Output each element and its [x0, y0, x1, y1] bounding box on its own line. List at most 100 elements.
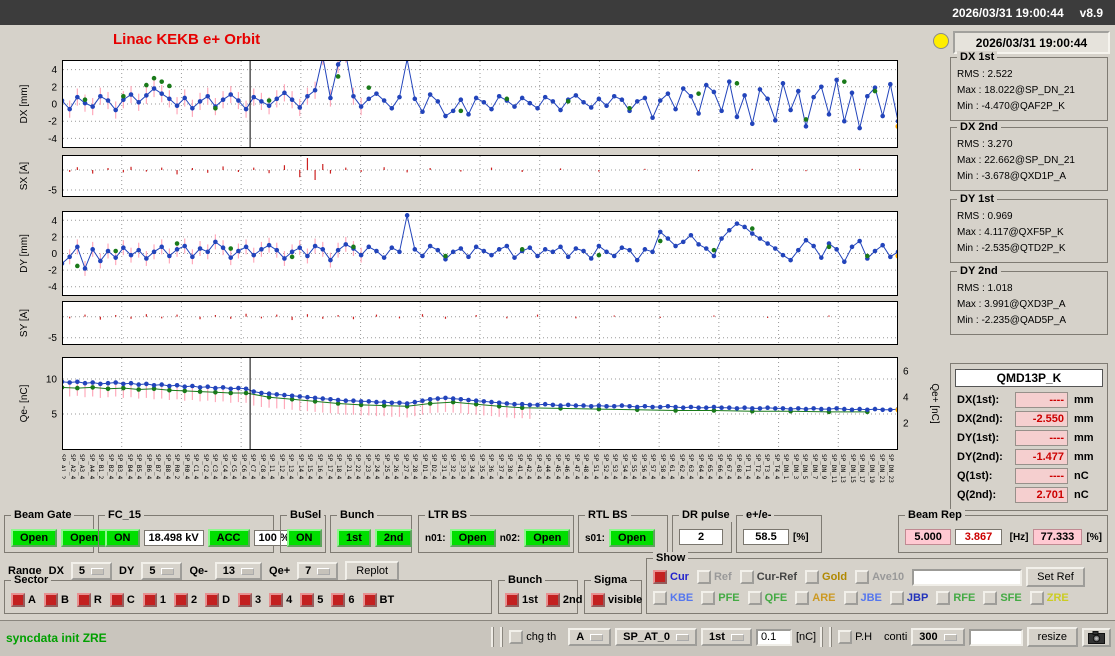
svg-text:10: 10	[46, 375, 58, 386]
qmd-row-unit: nC	[1074, 488, 1089, 501]
sector-c-checkbox[interactable]: C	[109, 593, 135, 607]
toolbar-grip[interactable]	[820, 627, 824, 647]
x-axis-bpm-label: SP_51_4	[592, 454, 599, 480]
camera-icon	[1088, 630, 1105, 644]
group-label: DR pulse	[679, 509, 733, 522]
checkbox-label: 1	[159, 594, 166, 606]
svg-text:SY [A]: SY [A]	[19, 309, 30, 337]
checkbox-indicator	[269, 593, 284, 607]
bpm-select[interactable]: SP_AT_0	[615, 628, 698, 646]
group-label: Bunch	[505, 574, 546, 587]
checkbox-indicator	[505, 593, 519, 607]
show-rfe-checkbox[interactable]: RFE	[936, 591, 975, 605]
chg-th-checkbox[interactable]: chg th	[509, 630, 556, 644]
sector-r-checkbox[interactable]: R	[76, 593, 102, 607]
x-axis-bpm-label: SP_31_4	[439, 454, 447, 480]
interval-select[interactable]: 300	[911, 628, 965, 646]
show-ref-checkbox[interactable]: Ref	[696, 570, 732, 584]
selected-bpm-name[interactable]: QMD13P_K	[955, 369, 1103, 387]
show-pfe-checkbox[interactable]: PFE	[701, 591, 740, 605]
show-qfe-checkbox[interactable]: QFE	[747, 591, 787, 605]
beam-gate-open-button-1[interactable]: Open	[11, 529, 58, 547]
show-are-checkbox[interactable]: ARE	[795, 591, 836, 605]
dx-plot-canvas: 4 2 0 -2 -4 DX [mm]	[19, 60, 898, 148]
range-qe-minus-select[interactable]: 13	[214, 562, 263, 580]
set-ref-button[interactable]: Set Ref	[1026, 567, 1085, 587]
aux-input[interactable]	[968, 628, 1023, 646]
sector-bt-checkbox[interactable]: BT	[362, 593, 394, 607]
x-axis-bpm-label: SP_21_4	[344, 454, 352, 480]
screenshot-button[interactable]	[1082, 627, 1111, 647]
group-label: Sigma	[591, 574, 631, 587]
checkbox-label: C	[126, 594, 135, 606]
replot-button[interactable]: Replot	[345, 561, 400, 581]
show-gold-checkbox[interactable]: Gold	[805, 570, 847, 584]
checkbox-label: ARE	[812, 592, 836, 604]
dr-pulse-value: 2	[679, 529, 723, 545]
toolbar-grip[interactable]	[491, 627, 495, 647]
fc15-acc-button[interactable]: ACC	[207, 529, 250, 547]
checkbox-label: chg th	[526, 631, 557, 643]
range-qe-minus-value: 13	[222, 565, 236, 577]
show-kbe-checkbox[interactable]: KBE	[653, 591, 693, 605]
bunch-2nd-checkbox[interactable]: 2nd	[545, 593, 582, 607]
show-zre-checkbox[interactable]: ZRE	[1029, 591, 1069, 605]
sector-4-checkbox[interactable]: 4	[269, 593, 292, 607]
checkbox-label: P.H	[855, 631, 873, 643]
show-jbe-checkbox[interactable]: JBE	[843, 591, 882, 605]
beam-gate-open-button-2[interactable]: Open	[61, 529, 108, 547]
mode-a-select[interactable]: A	[568, 628, 612, 646]
ltr-n01-open-button[interactable]: Open	[449, 529, 496, 547]
sector-a-checkbox[interactable]: A	[11, 593, 36, 607]
bunch-2nd-button[interactable]: 2nd	[374, 529, 413, 547]
sigma-visible-checkbox[interactable]: visible	[591, 593, 642, 607]
range-dx-select[interactable]: 5	[70, 562, 113, 580]
option-menu-glyph	[241, 567, 255, 575]
checkbox-indicator	[983, 591, 998, 605]
busel-on-button[interactable]: ON	[287, 529, 322, 547]
sector-d-checkbox[interactable]: D	[205, 593, 230, 607]
group-label: Bunch	[337, 509, 378, 522]
ref-file-input[interactable]	[912, 568, 1023, 586]
sector-6-checkbox[interactable]: 6	[331, 593, 355, 607]
x-axis-bpm-label: SP_15_4	[306, 454, 314, 480]
toolbar-grip[interactable]	[500, 627, 504, 647]
option-menu-glyph	[676, 633, 690, 641]
threshold-input[interactable]	[755, 628, 792, 646]
rtl-s01-open-button[interactable]: Open	[609, 529, 656, 547]
toolbar-grip[interactable]	[829, 627, 833, 647]
resize-button[interactable]: resize	[1026, 627, 1078, 647]
show-cur-ref-checkbox[interactable]: Cur-Ref	[739, 570, 798, 584]
fc15-on-button[interactable]: ON	[105, 529, 140, 547]
bunch-order-select[interactable]: 1st	[701, 628, 752, 646]
ltr-n02-open-button[interactable]: Open	[524, 529, 571, 547]
range-dy-select[interactable]: 5	[141, 562, 183, 580]
titlebar: 2026/03/31 19:00:44 v8.9	[0, 0, 1115, 25]
bunch-1st-checkbox[interactable]: 1st	[505, 593, 538, 607]
group-label: DX 2nd	[957, 121, 1001, 134]
x-axis-bpm-label: SP_C8_4	[258, 454, 266, 480]
show-sfe-checkbox[interactable]: SFE	[983, 591, 1022, 605]
checkbox-indicator	[43, 593, 58, 607]
x-axis-bpm-label: SP_DN_11	[829, 454, 837, 483]
show-cur-checkbox[interactable]: Cur	[653, 570, 689, 584]
sector-1-checkbox[interactable]: 1	[142, 593, 166, 607]
show-ave10-checkbox[interactable]: Ave10	[855, 570, 904, 584]
checkbox-label: Cur-Ref	[756, 571, 798, 583]
ph-checkbox[interactable]: P.H	[838, 630, 872, 644]
x-axis-bpm-label: SP_C5_4	[230, 454, 238, 480]
checkbox-indicator	[142, 593, 157, 607]
sector-b-checkbox[interactable]: B	[43, 593, 69, 607]
sector-3-checkbox[interactable]: 3	[238, 593, 261, 607]
bunch-1st-button[interactable]: 1st	[337, 529, 371, 547]
x-axis-bpm-label: SP_DN_13	[839, 454, 847, 483]
qmd-row-label: Q(2nd):	[957, 488, 997, 501]
sector-5-checkbox[interactable]: 5	[300, 593, 323, 607]
option-menu-glyph	[730, 633, 744, 641]
checkbox-label: SFE	[1000, 592, 1022, 604]
checkbox-label: 1st	[522, 594, 538, 606]
range-qe-plus-select[interactable]: 7	[297, 562, 339, 580]
sector-2-checkbox[interactable]: 2	[173, 593, 197, 607]
x-axis-bpm-label: SP_17_4	[325, 454, 333, 480]
show-jbp-checkbox[interactable]: JBP	[889, 591, 928, 605]
